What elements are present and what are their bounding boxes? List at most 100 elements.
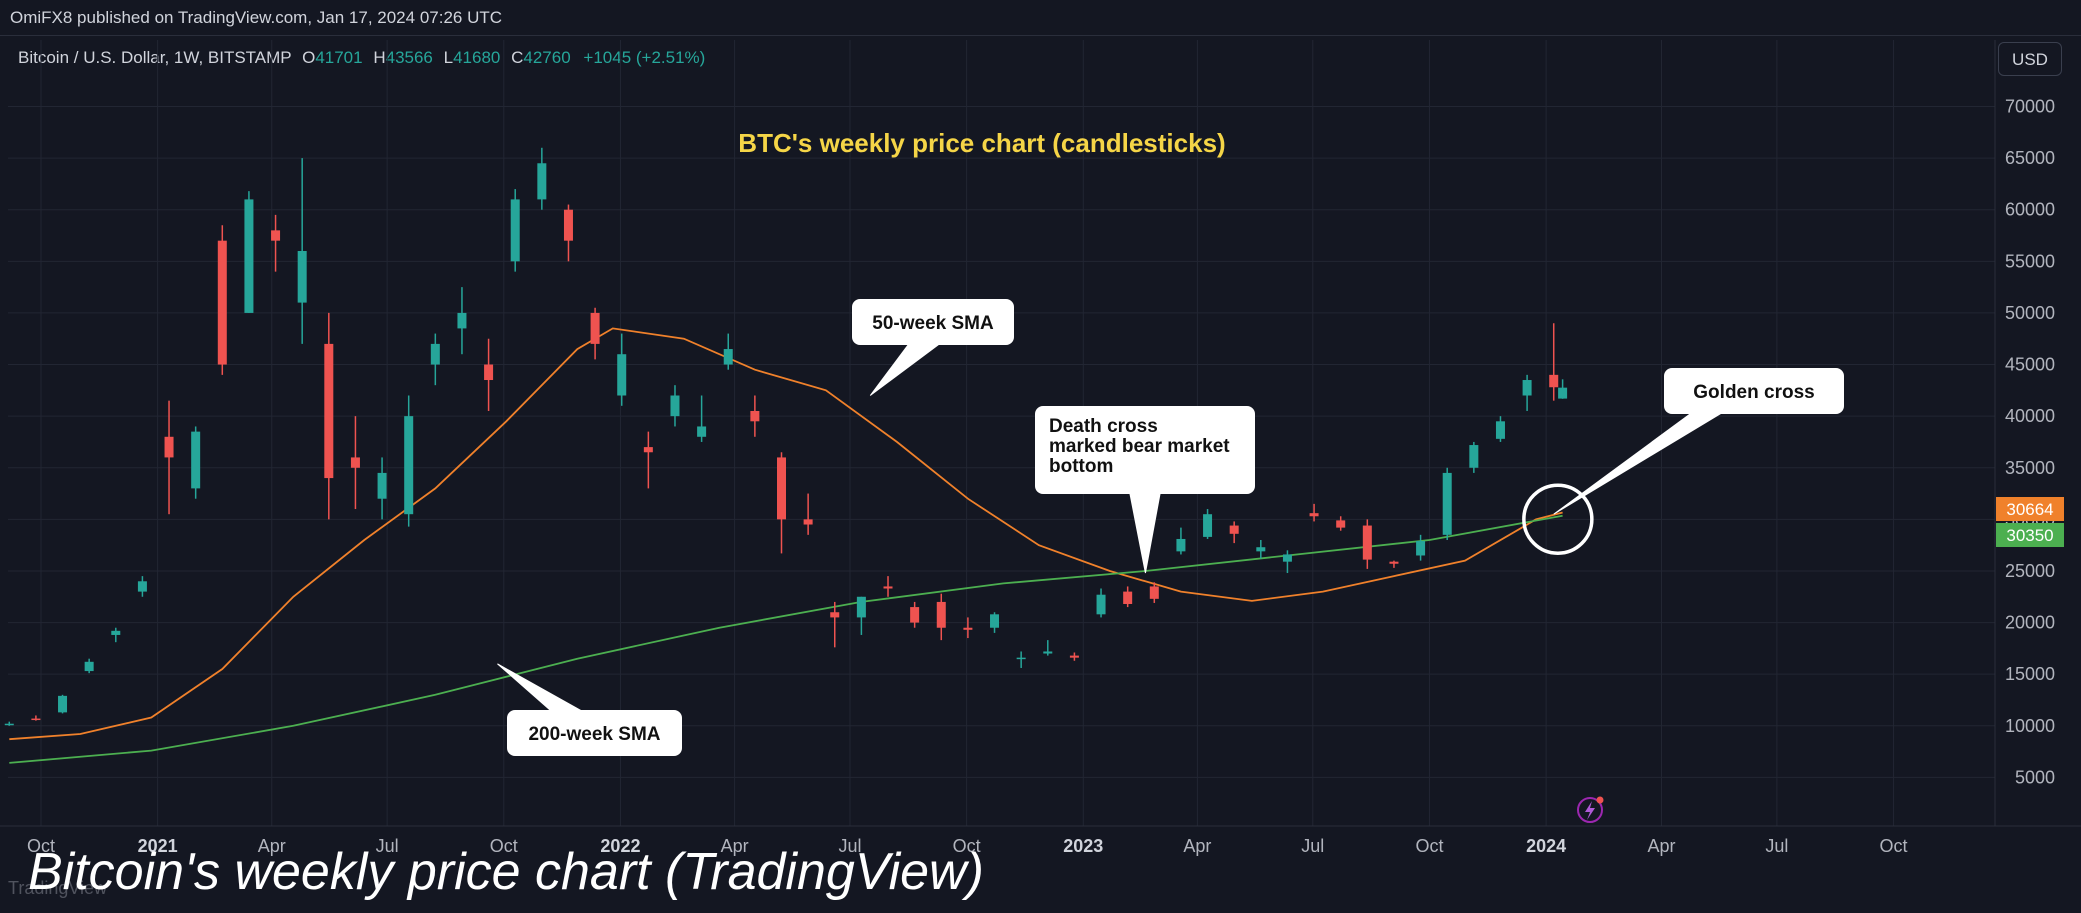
candle-body xyxy=(58,695,68,713)
candle-body xyxy=(723,349,733,365)
annotation-pointer xyxy=(869,344,940,396)
y-tick-label: 50000 xyxy=(2005,303,2055,323)
annotation-text: Golden cross xyxy=(1693,382,1814,403)
candle-body xyxy=(936,601,946,628)
candle-body xyxy=(1336,520,1346,528)
ohlc-low-key: L xyxy=(443,48,454,67)
x-tick-label: Jul xyxy=(1765,836,1788,856)
ohlc-high-key: H xyxy=(373,48,386,67)
x-tick-label: Oct xyxy=(1880,836,1908,856)
candle-body xyxy=(217,240,227,365)
annotation-box xyxy=(507,710,682,756)
candle-body xyxy=(1096,594,1106,615)
x-tick-label: Jul xyxy=(1301,836,1324,856)
y-tick-label: 5000 xyxy=(2015,767,2055,787)
candle-body xyxy=(617,354,627,396)
candle-body xyxy=(84,661,94,672)
candle-body xyxy=(1229,525,1239,534)
tradingview-logo: TradingView xyxy=(8,878,108,898)
candle-body xyxy=(590,312,600,344)
y-tick-label: 35000 xyxy=(2005,458,2055,478)
candle-body xyxy=(883,586,893,589)
candle-body xyxy=(1282,554,1292,562)
y-tick-label: 55000 xyxy=(2005,251,2055,271)
x-tick-label: Oct xyxy=(1415,836,1443,856)
price-axis-label xyxy=(1996,523,2064,547)
ohlc-low-value: 41680 xyxy=(453,48,501,67)
candle-body xyxy=(350,457,360,468)
candle-body xyxy=(31,718,41,721)
candle-body xyxy=(484,364,494,381)
y-tick-label: 70000 xyxy=(2005,97,2055,117)
candle-body xyxy=(4,723,14,726)
candle-body xyxy=(643,447,653,453)
lightning-icon-bolt xyxy=(1585,801,1595,820)
annotation-pointer xyxy=(497,663,582,711)
sma200-line xyxy=(9,514,1563,764)
annotation-box xyxy=(1664,368,1844,414)
candles-group xyxy=(4,147,1568,726)
y-tick-label: 60000 xyxy=(2005,200,2055,220)
candle-body xyxy=(537,163,547,200)
candle-body xyxy=(191,431,201,489)
lightning-icon-dot xyxy=(1596,796,1604,804)
candle-body xyxy=(830,612,840,618)
x-tick-label: Apr xyxy=(1183,836,1211,856)
publish-info: OmiFX8 published on TradingView.com, Jan… xyxy=(10,8,503,27)
candle-body xyxy=(1123,591,1133,604)
y-tick-label: 15000 xyxy=(2005,664,2055,684)
ohlc-close-key: C xyxy=(511,48,524,67)
candle-body xyxy=(1016,657,1026,660)
candle-body xyxy=(990,614,1000,628)
candle-body xyxy=(457,312,467,329)
annotation-text: Death cross xyxy=(1049,416,1158,437)
golden-cross-circle xyxy=(1522,483,1594,555)
price-axis-label-text: 30664 xyxy=(2006,500,2053,519)
candle-body xyxy=(750,410,760,422)
candle-body xyxy=(1069,655,1079,658)
chart-title: BTC's weekly price chart (candlesticks) xyxy=(738,128,1225,158)
x-tick-label: Apr xyxy=(1648,836,1676,856)
annotation-text: bottom xyxy=(1049,456,1113,477)
annotation-text: 200-week SMA xyxy=(528,724,660,745)
y-tick-label: 10000 xyxy=(2005,716,2055,736)
candle-body xyxy=(1442,472,1452,535)
currency-button[interactable]: USD xyxy=(1998,42,2062,76)
y-tick-label: 40000 xyxy=(2005,406,2055,426)
candle-body xyxy=(510,199,520,262)
ohlc-close-value: 42760 xyxy=(523,48,571,67)
annotation-box xyxy=(1035,406,1255,494)
candle-body xyxy=(1558,387,1568,399)
candle-body xyxy=(1549,374,1559,388)
annotation-pointer xyxy=(1129,493,1161,574)
annotation-box xyxy=(852,299,1014,345)
grid-group xyxy=(8,40,1995,826)
y-tick-label: 65000 xyxy=(2005,148,2055,168)
candle-body xyxy=(563,209,573,241)
candle-body xyxy=(1309,513,1319,517)
x-tick-label: 2023 xyxy=(1063,836,1103,856)
candle-body xyxy=(1043,651,1053,654)
lightning-icon-ring xyxy=(1577,797,1603,823)
candle-body xyxy=(1149,586,1159,599)
annotation-golden: Golden cross xyxy=(1553,368,1844,515)
sma50-line xyxy=(9,327,1563,741)
annotation-sma50: 50-week SMA xyxy=(852,299,1014,396)
y-tick-label: 25000 xyxy=(2005,561,2055,581)
candle-body xyxy=(856,596,866,618)
candle-body xyxy=(1389,561,1399,564)
candle-body xyxy=(271,230,281,241)
candle-body xyxy=(164,436,174,458)
annotation-pointer xyxy=(1553,413,1722,515)
candle-body xyxy=(670,395,680,417)
annotation-text: 50-week SMA xyxy=(872,313,994,334)
lightning-icon xyxy=(1577,796,1604,823)
ohlc-open-key: O xyxy=(302,48,316,67)
candle-body xyxy=(111,630,121,635)
candle-body xyxy=(776,457,786,520)
x-tick-label: 2024 xyxy=(1526,836,1566,856)
ohlc-open-value: 41701 xyxy=(315,48,363,67)
candle-body xyxy=(404,416,414,515)
